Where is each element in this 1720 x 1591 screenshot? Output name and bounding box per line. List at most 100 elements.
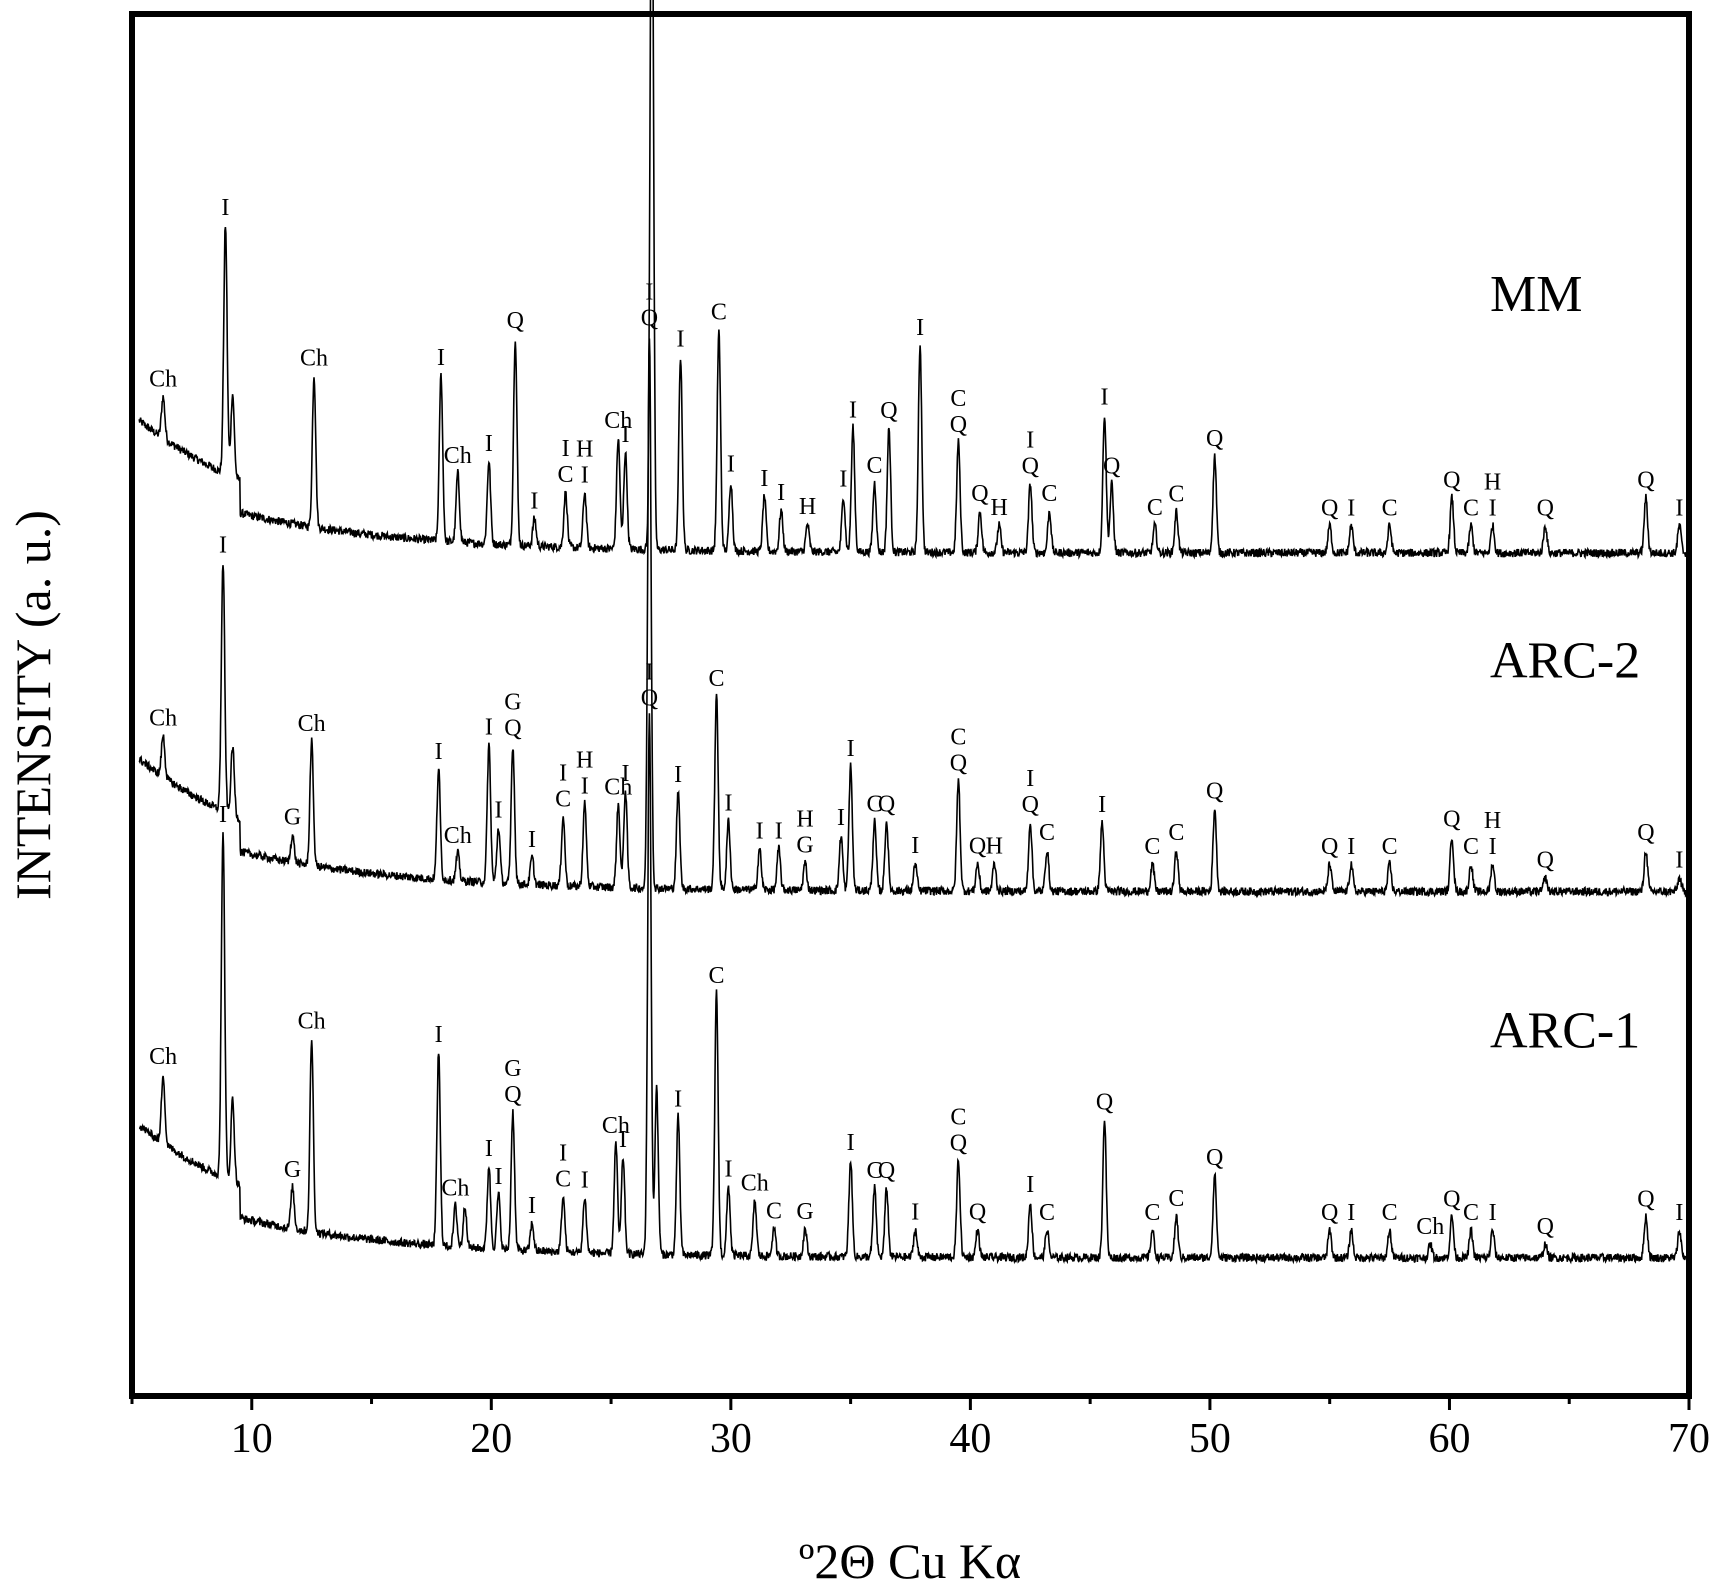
peak-label: I <box>911 1199 919 1225</box>
peak-label: C <box>766 1199 782 1225</box>
peak-label: I <box>435 739 443 765</box>
peak-label: I <box>1347 495 1355 521</box>
peak-label: H <box>986 833 1003 859</box>
peak-label: Q <box>641 305 658 331</box>
peak-label: H <box>990 495 1007 521</box>
peak-label: I <box>727 452 735 478</box>
peak-label: I <box>435 1022 443 1048</box>
series-labels-group: MM ARC-2 ARC-1 <box>1490 266 1640 1060</box>
peak-label: I <box>1489 834 1497 860</box>
peak-label: G <box>796 833 813 859</box>
peak-label: H <box>576 437 593 463</box>
x-axis-title: º2Θ Cu Kα <box>799 1533 1021 1589</box>
peak-label: G <box>504 690 521 716</box>
y-axis-title: INTENSITY (a. u.) <box>5 510 61 900</box>
peak-label: I <box>528 827 536 853</box>
peak-label: Ch <box>444 443 472 469</box>
peak-label: Ch <box>441 1175 469 1201</box>
peak-label: I <box>559 1141 567 1167</box>
peak-label: H <box>799 494 816 520</box>
peak-label: Ch <box>149 367 177 393</box>
peak-label: I <box>724 1157 732 1183</box>
peak-label: Ch <box>149 705 177 731</box>
peak-label: I <box>1098 792 1106 818</box>
peak-label: H <box>1484 808 1501 834</box>
peak-label: I <box>1026 428 1034 454</box>
peak-label: I <box>756 818 764 844</box>
peak-label: Q <box>504 716 521 742</box>
series-line-arc-1 <box>138 713 1687 1265</box>
peak-label: Ch <box>298 1008 326 1034</box>
series-line-mm <box>138 0 1687 560</box>
peak-label: I <box>1347 1200 1355 1226</box>
peak-labels-group: ChIChIChIQIICHIChIIQICIIIHIICQICQQHIQCIQ… <box>149 195 1683 1240</box>
peak-label: I <box>437 345 445 371</box>
peak-label: C <box>1382 495 1398 521</box>
peak-label: I <box>621 422 629 448</box>
peak-label: I <box>619 1127 627 1153</box>
peak-label: Q <box>1537 1214 1554 1240</box>
x-tick-label: 70 <box>1668 1416 1710 1462</box>
series-group <box>138 0 1687 1265</box>
peak-label: H <box>1484 469 1501 495</box>
series-label-mm: MM <box>1490 266 1582 323</box>
peak-label: I <box>847 1130 855 1156</box>
peak-label: I <box>677 327 685 353</box>
peak-label: Q <box>1206 1145 1223 1171</box>
peak-label: I <box>494 798 502 824</box>
peak-label: Q <box>880 398 897 424</box>
peak-label: Q <box>969 1200 986 1226</box>
peak-label: I <box>581 774 589 800</box>
peak-label: C <box>1463 834 1479 860</box>
peak-label: C <box>1382 834 1398 860</box>
x-tick-label: 40 <box>949 1416 991 1462</box>
peak-label: Q <box>950 412 967 438</box>
peak-label: C <box>1039 820 1055 846</box>
peak-label: Ch <box>604 408 632 434</box>
peak-label: C <box>1382 1200 1398 1226</box>
series-label-arc-2: ARC-2 <box>1490 632 1640 689</box>
peak-label: I <box>530 488 538 514</box>
peak-label: Q <box>1206 779 1223 805</box>
peak-label: I <box>559 761 567 787</box>
peak-label: C <box>708 666 724 692</box>
peak-label: Q <box>950 1131 967 1157</box>
peak-label: C <box>1168 820 1184 846</box>
peak-label: C <box>1168 481 1184 507</box>
peak-label: H <box>576 748 593 774</box>
peak-label: C <box>950 724 966 750</box>
peak-label: G <box>284 805 301 831</box>
peak-label: C <box>1144 1200 1160 1226</box>
x-tick-label: 10 <box>231 1416 273 1462</box>
peak-label: I <box>485 714 493 740</box>
peak-label: Q <box>1321 495 1338 521</box>
peak-label: Ch <box>1416 1214 1444 1240</box>
peak-label: G <box>504 1056 521 1082</box>
peak-label: C <box>708 963 724 989</box>
series-line-arc-2 <box>138 338 1687 899</box>
x-tick-label: 30 <box>710 1416 752 1462</box>
peak-label: Ch <box>149 1044 177 1070</box>
peak-label: C <box>1144 834 1160 860</box>
peak-label: C <box>867 792 883 818</box>
peak-label: I <box>849 398 857 424</box>
peak-label: Q <box>641 685 658 711</box>
peak-label: Q <box>1443 806 1460 832</box>
peak-label: I <box>724 790 732 816</box>
peak-label: I <box>494 1164 502 1190</box>
peak-label: Ch <box>741 1171 769 1197</box>
peak-label: I <box>674 762 682 788</box>
peak-label: I <box>839 467 847 493</box>
x-tick-label: 20 <box>470 1416 512 1462</box>
peak-label: Q <box>1443 1186 1460 1212</box>
peak-label: Q <box>1103 454 1120 480</box>
peak-label: I <box>621 761 629 787</box>
peak-label: I <box>581 1167 589 1193</box>
peak-label: Q <box>1321 834 1338 860</box>
peak-label: C <box>555 787 571 813</box>
peak-label: I <box>528 1193 536 1219</box>
peak-label: Ch <box>602 1113 630 1139</box>
peak-label: Q <box>1443 468 1460 494</box>
peak-label: Q <box>950 750 967 776</box>
